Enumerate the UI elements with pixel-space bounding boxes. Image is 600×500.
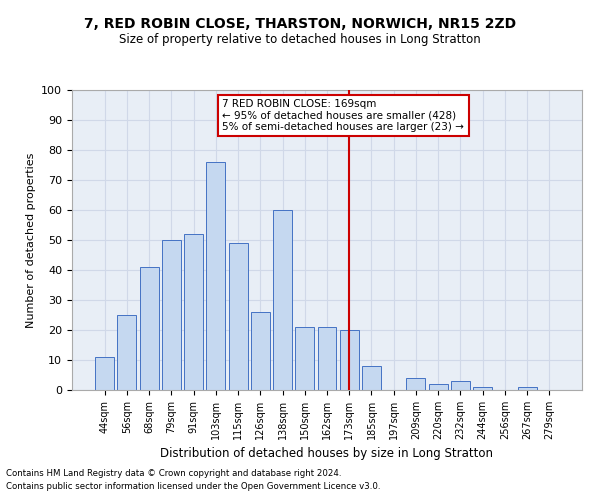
Bar — [340, 330, 359, 390]
Bar — [473, 387, 492, 390]
Bar — [140, 267, 158, 390]
Bar — [317, 327, 337, 390]
Text: Size of property relative to detached houses in Long Stratton: Size of property relative to detached ho… — [119, 32, 481, 46]
Bar — [451, 381, 470, 390]
Text: Contains HM Land Registry data © Crown copyright and database right 2024.: Contains HM Land Registry data © Crown c… — [6, 468, 341, 477]
X-axis label: Distribution of detached houses by size in Long Stratton: Distribution of detached houses by size … — [161, 448, 493, 460]
Bar — [229, 243, 248, 390]
Text: 7, RED ROBIN CLOSE, THARSTON, NORWICH, NR15 2ZD: 7, RED ROBIN CLOSE, THARSTON, NORWICH, N… — [84, 18, 516, 32]
Bar — [273, 210, 292, 390]
Bar — [295, 327, 314, 390]
Bar — [206, 162, 225, 390]
Text: Contains public sector information licensed under the Open Government Licence v3: Contains public sector information licen… — [6, 482, 380, 491]
Text: 7 RED ROBIN CLOSE: 169sqm
← 95% of detached houses are smaller (428)
5% of semi-: 7 RED ROBIN CLOSE: 169sqm ← 95% of detac… — [223, 99, 464, 132]
Bar — [118, 315, 136, 390]
Bar — [251, 312, 270, 390]
Bar — [184, 234, 203, 390]
Bar — [362, 366, 381, 390]
Bar — [95, 357, 114, 390]
Y-axis label: Number of detached properties: Number of detached properties — [26, 152, 36, 328]
Bar — [406, 378, 425, 390]
Bar — [162, 240, 181, 390]
Bar — [429, 384, 448, 390]
Bar — [518, 387, 536, 390]
